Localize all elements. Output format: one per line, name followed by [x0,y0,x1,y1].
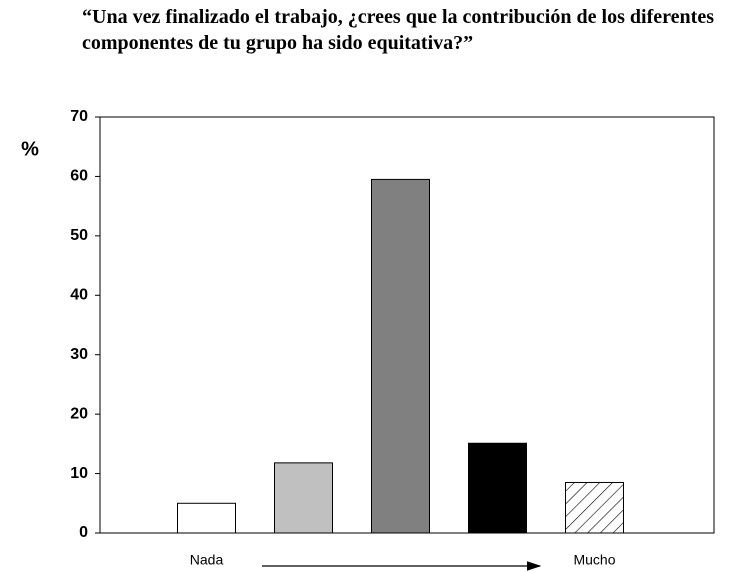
x-tick-label: Nada [190,552,224,568]
bar [565,481,624,534]
bar [468,442,527,534]
y-axis-label: % [21,138,39,160]
y-tick-label: 10 [70,465,88,482]
chart-title: “Una vez finalizado el trabajo, ¿crees q… [82,6,714,54]
x-tick-label: Mucho [573,552,615,568]
bar [177,502,236,534]
y-tick-label: 70 [70,108,88,125]
y-tick-label: 0 [79,524,88,541]
y-tick-label: 60 [70,168,88,185]
y-tick-label: 20 [70,405,88,422]
y-tick-label: 30 [70,346,88,363]
y-tick-label: 40 [70,287,88,304]
y-tick-label: 50 [70,227,88,244]
bar [274,462,333,534]
bar [371,178,430,534]
